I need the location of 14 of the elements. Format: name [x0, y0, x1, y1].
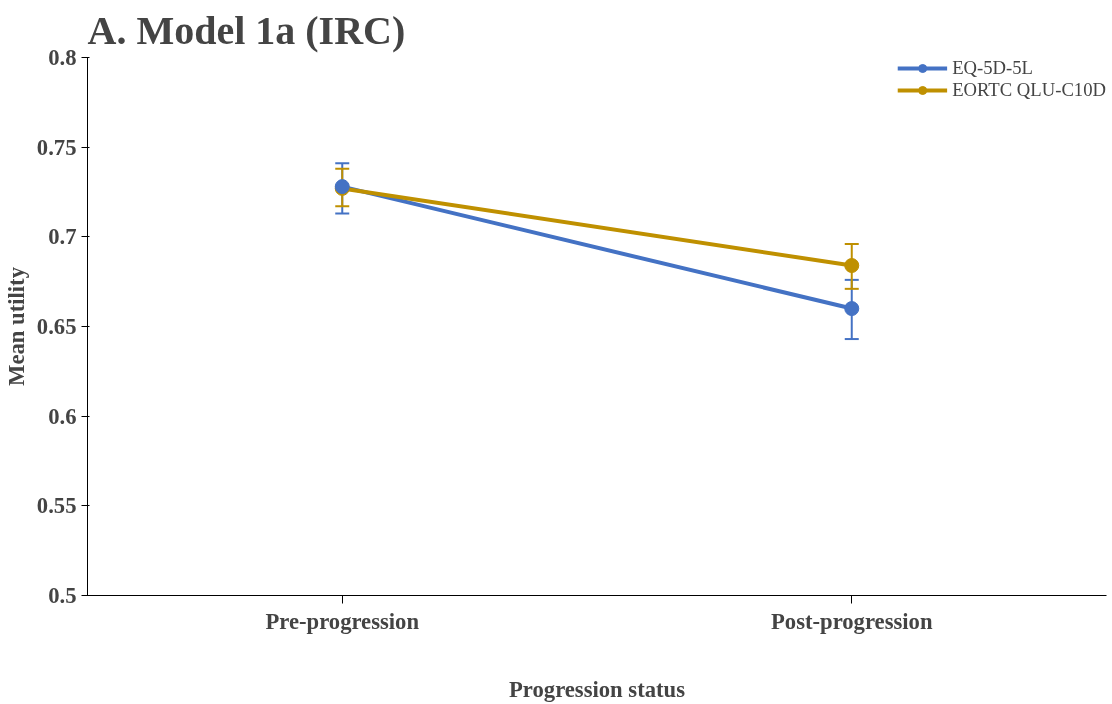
y-tick-label: 0.8: [48, 45, 77, 70]
y-tick-label: 0.65: [36, 314, 77, 339]
y-tick-label: 0.5: [48, 583, 77, 608]
legend-label: EORTC QLU-C10D: [952, 79, 1106, 101]
chart-title: A. Model 1a (IRC): [87, 7, 406, 53]
legend-label: EQ-5D-5L: [952, 57, 1033, 79]
y-tick-label: 0.55: [36, 493, 77, 519]
x-tick-label: Pre-progression: [265, 608, 420, 634]
y-tick-label: 0.75: [36, 134, 77, 160]
x-axis-title: Progression status: [508, 676, 686, 702]
y-tick-label: 0.6: [48, 403, 77, 429]
y-tick-label: 0.7: [48, 224, 77, 250]
y-axis-title: Mean utility: [3, 266, 29, 386]
x-tick-label: Post-progression: [770, 608, 933, 634]
